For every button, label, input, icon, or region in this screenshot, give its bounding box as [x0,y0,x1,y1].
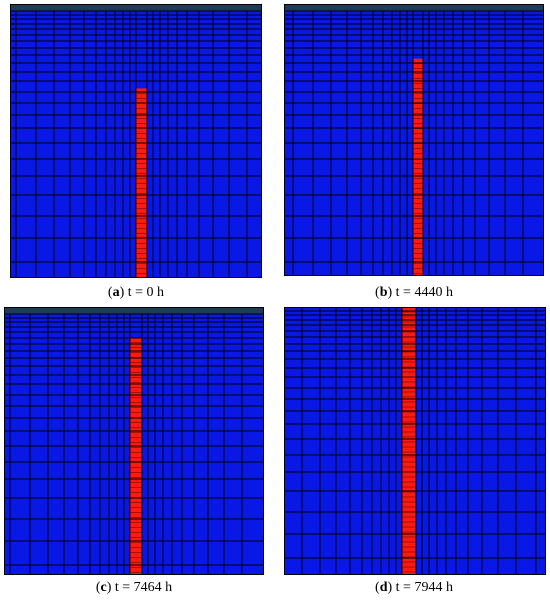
fracture-cells-a [136,93,147,274]
caption-d: (d) t = 7944 h [375,580,453,595]
fracture-cells-c [130,342,142,573]
fracture-d [402,307,416,575]
caption-letter-d: d [379,580,388,595]
grid-lines-d [284,307,546,575]
caption-text-d: t = 7944 h [395,580,453,595]
fracture-b [413,58,423,276]
mesh-plot-b [284,4,544,276]
top-layer-c [4,307,264,314]
frame-a [10,4,262,278]
fracture-c [130,337,142,575]
frame-c [4,307,264,575]
caption-a: (a) t = 0 h [107,285,165,300]
caption-c: (c) t = 7464 h [95,580,173,595]
panel-c [4,307,264,575]
mesh-plot-c [4,307,264,575]
mesh-plot-a [10,4,262,278]
top-layer-a [10,4,262,11]
caption-b: (b) t = 4440 h [375,285,453,300]
panel-b [284,4,544,276]
caption-letter-c: c [100,580,107,595]
caption-text-a: t = 0 h [127,285,165,300]
caption-text-b: t = 4440 h [395,285,453,300]
fracture-cells-d [402,311,416,573]
frame-d [284,307,546,575]
caption-letter-a: a [112,285,120,300]
grid-lines-a [10,10,262,278]
caption-text-c: t = 7464 h [114,580,173,595]
top-layer-b [284,4,544,11]
panel-d [284,307,546,575]
frame-b [284,4,544,276]
mesh-plot-d [284,307,546,575]
panel-a [10,4,262,278]
fracture-cells-b [413,63,423,275]
caption-letter-b: b [379,285,388,300]
